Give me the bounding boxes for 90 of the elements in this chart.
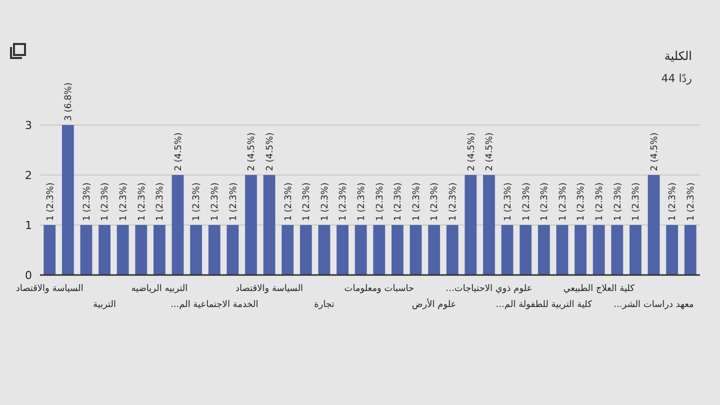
bar bbox=[592, 225, 605, 275]
bar bbox=[501, 225, 514, 275]
bar bbox=[666, 225, 678, 275]
bar bbox=[226, 225, 239, 275]
x-tick-label: التربية bbox=[93, 300, 116, 310]
data-label: 1 (2.3%) bbox=[412, 182, 422, 221]
data-label: 1 (2.3%) bbox=[46, 182, 56, 221]
data-label: 1 (2.3%) bbox=[540, 182, 550, 221]
data-label: 1 (2.3%) bbox=[100, 182, 111, 221]
data-label: 1 (2.3%) bbox=[632, 182, 642, 221]
bar bbox=[354, 225, 367, 275]
data-label: 1 (2.3%) bbox=[156, 182, 166, 221]
x-tick-label: علوم الأرض bbox=[412, 298, 456, 310]
data-label: 1 (2.3%) bbox=[668, 182, 678, 221]
data-label: 2 (4.5%) bbox=[650, 132, 660, 171]
bar bbox=[300, 225, 312, 275]
data-label: 2 (4.5%) bbox=[247, 132, 258, 171]
bar bbox=[648, 175, 660, 275]
data-label: 2 (4.5%) bbox=[485, 132, 496, 171]
data-label: 1 (2.3%) bbox=[137, 182, 148, 221]
chart-subtitle: 44 ردًا bbox=[661, 72, 692, 85]
bar bbox=[80, 225, 92, 275]
bar bbox=[392, 225, 404, 275]
bar bbox=[483, 175, 495, 275]
bar bbox=[684, 225, 696, 275]
bar bbox=[538, 225, 550, 275]
data-label: 1 (2.3%) bbox=[356, 182, 367, 221]
bar bbox=[410, 225, 422, 275]
bar bbox=[116, 225, 129, 275]
data-label: 1 (2.3%) bbox=[228, 182, 239, 221]
data-label: 1 (2.3%) bbox=[613, 182, 624, 221]
bar bbox=[154, 225, 166, 275]
bar bbox=[62, 125, 74, 275]
bar bbox=[520, 225, 532, 275]
bar bbox=[135, 225, 148, 275]
y-tick-label: 3 bbox=[25, 118, 32, 132]
x-tick-label: الخدمة الاجتماعية الم... bbox=[170, 300, 258, 310]
bar bbox=[318, 225, 330, 275]
data-label: 1 (2.3%) bbox=[576, 182, 587, 221]
bar bbox=[98, 225, 110, 275]
y-tick-label: 2 bbox=[25, 168, 32, 182]
data-label: 1 (2.3%) bbox=[430, 182, 440, 221]
x-tick-label: كلية التربية للطفولة الم... bbox=[496, 300, 593, 310]
data-label: 2 (4.5%) bbox=[265, 132, 276, 171]
bar bbox=[464, 175, 477, 275]
bar bbox=[574, 225, 586, 275]
y-tick-label: 0 bbox=[25, 268, 32, 282]
bar bbox=[446, 225, 458, 275]
data-label: 1 (2.3%) bbox=[338, 182, 349, 221]
x-tick-label: التربيه الرياضيه bbox=[131, 284, 188, 294]
bar bbox=[172, 175, 184, 275]
x-tick-label: السياسة والاقتصاد bbox=[16, 284, 84, 294]
bar bbox=[556, 225, 568, 275]
bar bbox=[373, 225, 386, 275]
data-label: 1 (2.3%) bbox=[302, 182, 312, 221]
bar bbox=[208, 225, 220, 275]
data-label: 1 (2.3%) bbox=[375, 182, 386, 221]
x-tick-label: علوم ذوي الاحتياجات... bbox=[446, 284, 532, 294]
data-label: 1 (2.3%) bbox=[595, 182, 605, 221]
chart-title: الكلية bbox=[664, 49, 692, 63]
bar bbox=[44, 225, 56, 275]
x-tick-label: معهد دراسات الشر... bbox=[614, 300, 694, 310]
bar bbox=[611, 225, 624, 275]
bar bbox=[245, 175, 257, 275]
data-label: 1 (2.3%) bbox=[118, 182, 129, 221]
data-label: 1 (2.3%) bbox=[394, 182, 404, 221]
data-label: 1 (2.3%) bbox=[558, 182, 568, 221]
data-label: 1 (2.3%) bbox=[192, 182, 202, 221]
bar bbox=[190, 225, 202, 275]
data-label: 1 (2.3%) bbox=[82, 182, 92, 221]
bar bbox=[428, 225, 440, 275]
data-label: 1 (2.3%) bbox=[210, 182, 221, 221]
bar bbox=[263, 175, 276, 275]
bar bbox=[336, 225, 348, 275]
bar bbox=[630, 225, 642, 275]
data-label: 2 (4.5%) bbox=[466, 132, 477, 171]
y-tick-label: 1 bbox=[25, 218, 32, 232]
data-label: 1 (2.3%) bbox=[320, 182, 330, 221]
data-label: 1 (2.3%) bbox=[686, 182, 697, 221]
data-label: 3 (6.8%) bbox=[64, 82, 74, 121]
data-label: 2 (4.5%) bbox=[174, 132, 184, 171]
x-tick-label: حاسبات ومعلومات bbox=[344, 284, 414, 294]
data-label: 1 (2.3%) bbox=[503, 182, 514, 221]
bar bbox=[282, 225, 294, 275]
data-label: 1 (2.3%) bbox=[448, 182, 459, 221]
x-tick-label: كلية العلاج الطبيعي bbox=[563, 284, 636, 294]
x-tick-label: السياسة والاقتصاد bbox=[236, 284, 304, 294]
data-label: 1 (2.3%) bbox=[522, 182, 532, 221]
data-label: 1 (2.3%) bbox=[284, 182, 294, 221]
x-tick-label: تجارة bbox=[314, 300, 335, 310]
